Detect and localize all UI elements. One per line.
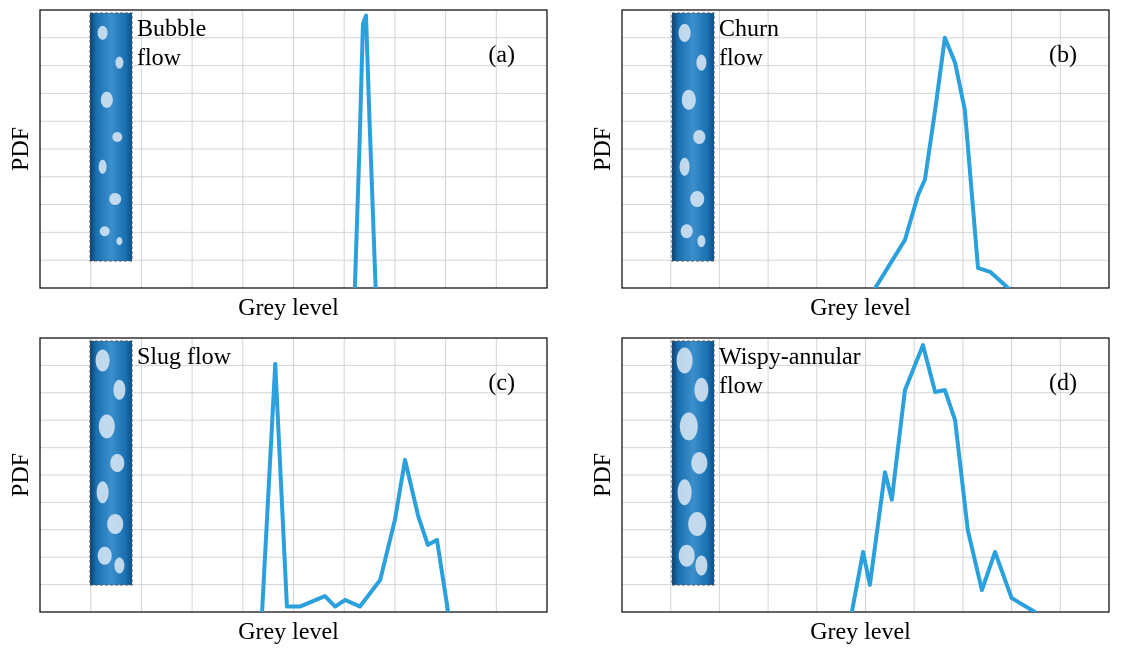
y-axis-label: PDF <box>8 453 34 497</box>
tube-bubble <box>95 349 110 372</box>
annotation: flow <box>719 45 764 71</box>
panel-label: (b) <box>1049 42 1077 68</box>
frame <box>621 9 1110 289</box>
tube-bubble <box>680 224 693 239</box>
annotation: flow <box>137 45 182 71</box>
tube-bubble <box>98 414 115 439</box>
x-axis-label: Grey level <box>810 295 911 321</box>
tube-bubble <box>677 479 692 506</box>
tube-bubble <box>694 377 709 402</box>
tube-bubble <box>697 235 706 248</box>
tube-bubble <box>679 157 690 176</box>
frame <box>39 9 548 289</box>
tube-bubble <box>115 56 124 69</box>
x-axis-label: Grey level <box>238 619 339 645</box>
tube-bubble <box>691 452 708 474</box>
tube-bubble <box>114 557 125 574</box>
pdf-curve <box>352 13 378 288</box>
pdf-curve <box>260 362 451 612</box>
tube-bubble <box>113 379 126 400</box>
tube-bubble <box>676 347 693 374</box>
panel-label: (a) <box>488 42 515 68</box>
tube-bubble <box>678 23 691 42</box>
annotation: Bubble <box>137 16 206 42</box>
y-axis-label: PDF <box>590 127 616 171</box>
tube-bubble <box>112 132 123 142</box>
annotation: flow <box>719 373 764 399</box>
tube-bubble <box>97 25 108 40</box>
tube-bubble <box>99 226 110 237</box>
tube-bubble <box>693 130 706 144</box>
tube-bubble <box>688 512 707 536</box>
tube-bubble <box>679 412 698 441</box>
panel-label: (c) <box>488 370 515 396</box>
annotation: Wispy-annular <box>719 344 861 370</box>
pdf-curve <box>849 343 1037 612</box>
y-axis-label: PDF <box>8 127 34 171</box>
tube-bubble <box>107 514 124 534</box>
tube-bubble <box>116 237 123 246</box>
tube-bubble <box>695 555 708 576</box>
y-axis-label: PDF <box>590 453 616 497</box>
panel-label: (d) <box>1049 370 1077 396</box>
tube-bubble <box>96 481 109 504</box>
x-axis-label: Grey level <box>238 295 339 321</box>
tube-bubble <box>100 91 113 108</box>
tube-bubble <box>109 193 122 205</box>
frame <box>39 337 548 613</box>
tube-bubble <box>696 54 707 71</box>
frame <box>621 337 1110 613</box>
x-axis-label: Grey level <box>810 619 911 645</box>
tube-bubble <box>97 546 112 565</box>
tube-bubble <box>678 544 695 567</box>
tube-bubble <box>98 159 107 174</box>
pdf-curve <box>873 35 1011 288</box>
annotation: Slug flow <box>137 344 232 370</box>
tube-bubble <box>110 454 125 472</box>
tube-image <box>89 12 133 262</box>
tube-bubble <box>690 191 705 207</box>
tube-bubble <box>681 89 696 110</box>
tube-image <box>671 12 715 262</box>
annotation: Churn <box>719 16 779 42</box>
